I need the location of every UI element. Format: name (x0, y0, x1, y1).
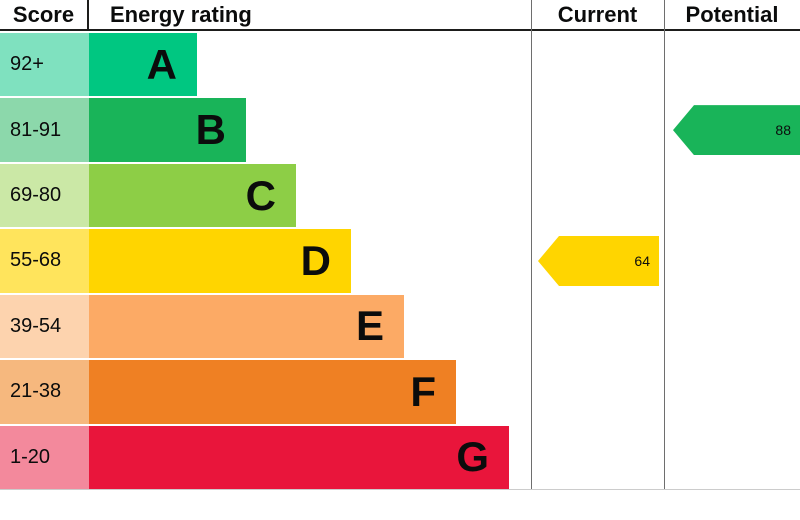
band-letter: D (300, 236, 331, 284)
score-range-C: 69-80 (0, 163, 89, 228)
current-slot-E (531, 295, 664, 358)
column-divider-potential (664, 0, 665, 490)
band-row-E: 39-54 E (0, 294, 531, 359)
band-letter: C (245, 171, 276, 219)
band-bar-B: B (89, 98, 246, 162)
chart-bottom-border (0, 489, 800, 490)
score-range-B: 81-91 (0, 98, 89, 162)
chart-header: Score Energy rating Current Potential (0, 0, 800, 31)
band-letter: A (146, 40, 177, 88)
band-bar-A: A (89, 33, 197, 97)
current-slot-F (531, 360, 664, 423)
band-letter: G (456, 433, 489, 481)
band-letter: F (410, 367, 436, 415)
potential-slot-C (664, 164, 800, 227)
current-slot-C (531, 164, 664, 227)
band-bar-E: E (89, 294, 404, 359)
header-energy-rating: Energy rating (110, 1, 252, 27)
current-slot-B (531, 98, 664, 161)
header-potential: Potential (685, 1, 779, 27)
current-slot-D: 64 (531, 229, 664, 292)
potential-slot-G (664, 426, 800, 489)
current-arrow: 64 (538, 235, 659, 286)
potential-slot-D (664, 229, 800, 292)
score-range-E: 39-54 (0, 294, 89, 359)
bands-rows: 92+ A 81-91 B 69-80 C 55-68 D 39-54 E 21-38 F 1-20 G (0, 33, 531, 489)
potential-slot-A (664, 33, 800, 96)
header-current: Current (557, 1, 638, 27)
current-slot-G (531, 426, 664, 489)
band-row-G: 1-20 G (0, 425, 531, 489)
band-letter: E (355, 302, 384, 350)
band-row-F: 21-38 F (0, 360, 531, 424)
band-row-C: 69-80 C (0, 163, 531, 228)
potential-slot-F (664, 360, 800, 423)
current-slot-A (531, 33, 664, 96)
band-row-B: 81-91 B (0, 98, 531, 162)
band-bar-D: D (89, 229, 351, 293)
potential-column: 88 (664, 33, 800, 489)
band-row-D: 55-68 D (0, 229, 531, 293)
potential-slot-E (664, 295, 800, 358)
header-score: Score (0, 0, 89, 29)
band-row-A: 92+ A (0, 33, 531, 97)
potential-arrow: 88 (673, 105, 800, 156)
band-letter: B (195, 106, 226, 154)
score-range-A: 92+ (0, 33, 89, 97)
band-bar-G: G (89, 425, 509, 489)
score-range-G: 1-20 (0, 425, 89, 489)
current-column: 64 (531, 33, 664, 489)
band-bar-C: C (89, 163, 296, 228)
column-divider-current (531, 0, 532, 490)
score-range-D: 55-68 (0, 229, 89, 293)
potential-slot-B: 88 (664, 98, 800, 161)
score-range-F: 21-38 (0, 360, 89, 424)
band-bar-F: F (89, 360, 456, 424)
